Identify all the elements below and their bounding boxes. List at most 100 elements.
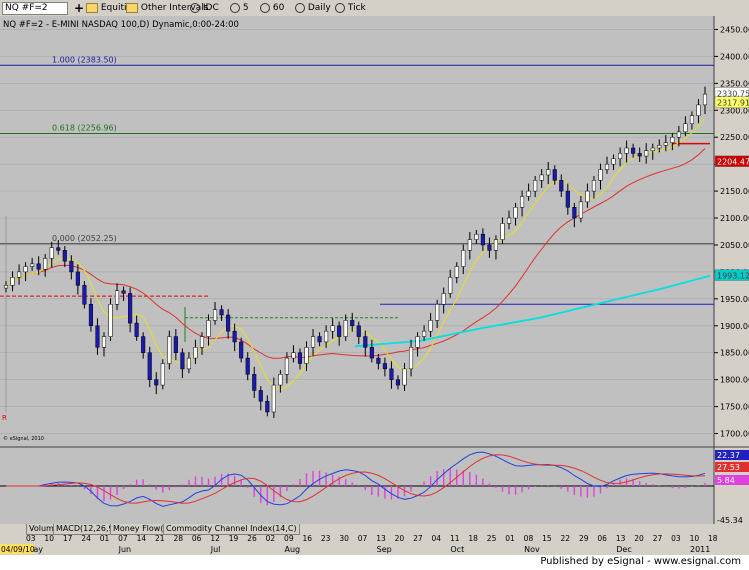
candle-body — [428, 320, 433, 332]
fib-label: 0.618 (2256.96) — [52, 123, 117, 132]
y-tick-label: 1700.00 — [720, 430, 749, 439]
candle-body — [56, 247, 61, 251]
candle-body — [49, 247, 54, 259]
plus-icon: + — [74, 1, 85, 15]
x-day-label: 24 — [81, 534, 91, 543]
candle-body — [689, 115, 694, 124]
candle-body — [265, 400, 270, 413]
candle-body — [506, 217, 512, 224]
interval-idc-label: IDC — [202, 3, 219, 13]
symbol-field[interactable]: NQ #F=2 — [2, 1, 68, 15]
candle-body — [533, 180, 538, 192]
start-date-label: 04/09/10 — [1, 545, 35, 554]
new-chart-button[interactable]: + — [74, 1, 84, 15]
candle-body — [330, 325, 335, 332]
x-day-label: 13 — [376, 534, 386, 543]
x-day-label: 16 — [302, 534, 312, 543]
equities-menu[interactable]: Equities — [86, 1, 137, 15]
candle-body — [644, 150, 649, 157]
folder-icon — [86, 2, 98, 13]
candle-body — [454, 266, 459, 278]
candle-body — [382, 363, 387, 370]
candle-body — [95, 325, 100, 348]
macd-badge-label: 22.37 — [717, 451, 740, 460]
macd-panel: 22.37 27.53 5.84 -45.34 — [0, 450, 749, 525]
candle-body — [448, 277, 453, 294]
interval-tick-label: Tick — [347, 3, 366, 13]
y-tick-label: 1750.00 — [720, 403, 749, 412]
y-tick-label: 1950.00 — [720, 295, 749, 304]
candle-body — [36, 263, 41, 270]
candle-body — [637, 153, 642, 157]
interval-5-button[interactable]: 5 — [230, 1, 249, 15]
symbol-text[interactable]: NQ #F=2 — [2, 2, 68, 15]
candle-body — [82, 285, 87, 305]
candle-body — [559, 180, 564, 192]
candle-body — [154, 379, 159, 386]
interval-idc-button[interactable]: IDC — [190, 1, 219, 15]
candle-body — [585, 190, 590, 203]
price-badge — [714, 155, 749, 167]
x-day-label: 15 — [542, 534, 552, 543]
price-badge-label: 2330.75 — [717, 90, 749, 99]
ma-cyan — [354, 274, 711, 348]
candles — [3, 86, 708, 418]
price-badge — [714, 269, 749, 281]
clock-icon — [335, 2, 345, 13]
tab-cci[interactable]: Commodity Channel Index(14,C) — [163, 524, 300, 535]
candle-body — [676, 131, 681, 138]
interval-tick-button[interactable]: Tick — [335, 1, 366, 15]
price-badge-label: 1993.12 — [717, 272, 749, 281]
candle-body — [160, 363, 165, 386]
interval-60-button[interactable]: 60 — [260, 1, 284, 15]
candle-body — [493, 239, 499, 251]
other-intervals-label: Other Intervals — [140, 3, 209, 13]
candle-body — [324, 330, 329, 343]
x-day-label: 26 — [247, 534, 257, 543]
candle-body — [356, 325, 361, 337]
x-day-label: 20 — [634, 534, 644, 543]
x-day-label: 22 — [561, 534, 571, 543]
candle-body — [43, 258, 48, 270]
x-day-label: 07 — [118, 534, 128, 543]
candle-body — [17, 271, 22, 278]
x-month-label: Jun — [118, 545, 132, 554]
candle-body — [199, 336, 205, 348]
candle-body — [435, 303, 440, 321]
candle-body — [520, 196, 525, 208]
candle-body — [10, 277, 15, 286]
macd-badge-label: 27.53 — [717, 463, 740, 472]
footer: Published by eSignal - www.esignal.com — [0, 555, 749, 570]
r-marker: R — [2, 414, 7, 422]
x-day-label: 20 — [395, 534, 405, 543]
x-day-label: 07 — [358, 534, 368, 543]
candle-body — [128, 293, 133, 324]
interval-daily-button[interactable]: Daily — [295, 1, 331, 15]
x-day-label: 01 — [505, 534, 515, 543]
candle-body — [337, 325, 342, 337]
price-chart[interactable]: NQ #F=2 - E-MINI NASDAQ 100,D) Dynamic,0… — [0, 16, 749, 556]
x-day-label: 18 — [708, 534, 718, 543]
fib-levels: 1.000 (2383.50) 0.618 (2256.96) 0.000 (205… — [0, 55, 714, 245]
candle-body — [30, 263, 35, 267]
candle-body — [376, 357, 381, 364]
candle-body — [350, 320, 355, 327]
other-intervals-menu[interactable]: Other Intervals — [126, 1, 208, 15]
chart-title: NQ #F=2 - E-MINI NASDAQ 100,D) Dynamic,0… — [3, 20, 239, 30]
candle-body — [173, 336, 178, 353]
x-day-label: 04 — [432, 534, 442, 543]
interval-60-label: 60 — [272, 3, 285, 13]
candle-body — [206, 320, 211, 337]
candle-body — [657, 145, 662, 149]
x-day-label: 06 — [597, 534, 607, 543]
candle-body — [310, 336, 316, 348]
y-tick-label: 1850.00 — [720, 349, 749, 358]
x-day-label: 08 — [524, 534, 534, 543]
candle-body — [565, 190, 570, 208]
x-month-label: 2011 — [690, 545, 710, 554]
macd-badge — [715, 475, 749, 485]
candle-body — [363, 336, 368, 348]
clock-icon — [190, 2, 200, 13]
fib-label: 0.000 (2052.25) — [52, 234, 117, 243]
candle-body — [108, 303, 113, 337]
